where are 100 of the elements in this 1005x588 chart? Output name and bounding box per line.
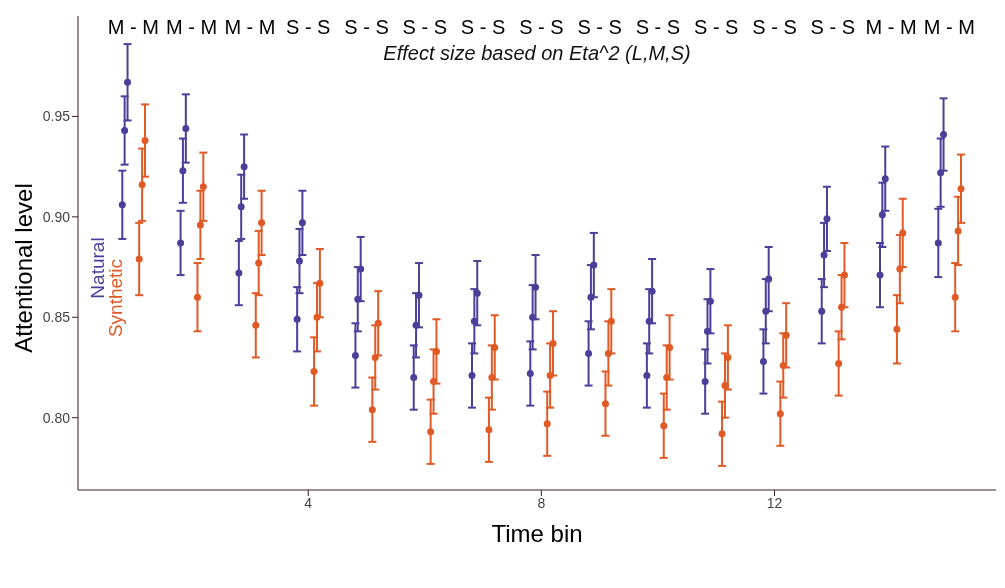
- point: [838, 303, 846, 311]
- point: [118, 201, 126, 209]
- point: [427, 428, 435, 436]
- point: [316, 279, 324, 287]
- point: [820, 251, 828, 259]
- point: [893, 325, 901, 333]
- annotation: S - S: [402, 16, 448, 39]
- point: [607, 317, 615, 325]
- point: [782, 331, 790, 339]
- point: [368, 406, 376, 414]
- point: [645, 317, 653, 325]
- point: [258, 219, 266, 227]
- point: [604, 349, 612, 357]
- point: [235, 269, 243, 277]
- x-tick-label: 4: [304, 494, 313, 511]
- y-axis-title: Attentional level: [10, 183, 38, 353]
- y-tick-label: 0.90: [42, 208, 71, 225]
- point: [199, 183, 207, 191]
- point: [135, 255, 143, 263]
- annotation: M - M: [224, 16, 276, 39]
- point: [587, 293, 595, 301]
- point: [252, 321, 260, 329]
- point: [313, 313, 321, 321]
- point: [371, 353, 379, 361]
- y-tick-label: 0.80: [42, 409, 71, 426]
- point: [934, 239, 942, 247]
- point: [759, 357, 767, 365]
- point: [590, 261, 598, 269]
- point: [881, 175, 889, 183]
- point: [310, 368, 318, 375]
- point: [354, 295, 362, 303]
- point: [779, 361, 787, 369]
- point: [240, 163, 248, 171]
- point: [255, 259, 263, 267]
- point: [762, 307, 770, 315]
- point: [818, 307, 826, 315]
- annotation: S - S: [286, 16, 331, 39]
- point: [193, 293, 201, 301]
- point: [295, 257, 303, 265]
- point: [121, 126, 129, 134]
- point: [432, 347, 440, 355]
- text: Effect size based on Eta^2 (L,M,S): [382, 42, 692, 65]
- point: [196, 221, 204, 229]
- point: [776, 410, 784, 418]
- point: [543, 420, 551, 428]
- point: [141, 137, 149, 145]
- point: [899, 229, 907, 237]
- point: [718, 430, 726, 438]
- point: [549, 339, 557, 347]
- point: [601, 400, 609, 408]
- point: [529, 313, 537, 321]
- point: [357, 265, 365, 273]
- point: [840, 271, 848, 279]
- point: [488, 374, 496, 382]
- point: [663, 374, 671, 382]
- point: [940, 131, 948, 138]
- point: [470, 317, 478, 325]
- point: [765, 275, 773, 283]
- point: [835, 359, 843, 367]
- point: [412, 321, 420, 329]
- point: [177, 239, 185, 247]
- point: [724, 353, 732, 361]
- x-axis-title: Time bin: [491, 520, 583, 547]
- point: [643, 372, 651, 380]
- point: [124, 78, 132, 86]
- point: [660, 422, 668, 430]
- point: [526, 370, 534, 378]
- point: [298, 219, 306, 227]
- point: [937, 169, 945, 177]
- x-tick-label: 8: [537, 494, 546, 511]
- point: [473, 289, 481, 297]
- annotation: S - S: [635, 16, 681, 39]
- point: [546, 372, 554, 380]
- annotation: S - S: [810, 16, 856, 39]
- point: [585, 349, 593, 357]
- point: [415, 291, 423, 299]
- point: [485, 426, 493, 434]
- point: [878, 211, 886, 219]
- point: [237, 203, 245, 211]
- point: [430, 378, 438, 386]
- point: [706, 297, 714, 305]
- point: [410, 374, 418, 382]
- point: [954, 227, 962, 235]
- annotation: S - S: [577, 16, 622, 39]
- annotation: M - M: [166, 16, 218, 39]
- point: [957, 185, 965, 193]
- annotation: M - M: [107, 16, 159, 39]
- point: [896, 265, 904, 273]
- y-tick-label: 0.95: [42, 108, 71, 125]
- point: [351, 351, 359, 359]
- point: [703, 327, 711, 335]
- annotation: M - M: [865, 16, 917, 39]
- point: [666, 343, 674, 351]
- point: [468, 372, 476, 380]
- point: [491, 343, 499, 351]
- y-tick-label: 0.85: [42, 309, 71, 326]
- point: [721, 382, 729, 390]
- point: [951, 293, 959, 301]
- annotation: M - M: [923, 16, 975, 39]
- annotation: S - S: [752, 16, 797, 39]
